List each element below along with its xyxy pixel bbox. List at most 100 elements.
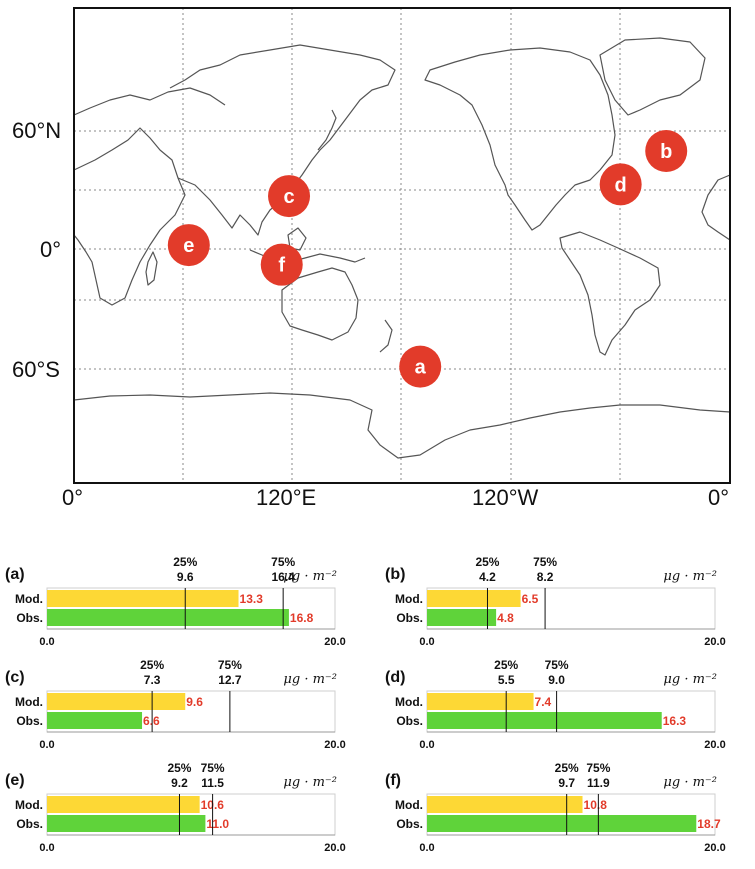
x-tick-min: 0.0 <box>419 739 434 751</box>
panel-label: (a) <box>5 566 25 583</box>
lat-label-60s: 60°S <box>12 357 60 382</box>
q25-value: 7.3 <box>144 673 161 687</box>
obs-bar <box>427 815 697 832</box>
lon-label-0-left: 0° <box>62 485 83 510</box>
japan <box>317 109 337 151</box>
panel-label: (e) <box>5 772 25 789</box>
lat-label-60n: 60°N <box>12 118 61 143</box>
europe-coast <box>73 87 226 116</box>
marker-label-d: d <box>615 174 627 196</box>
q25-title: 25% <box>167 761 191 775</box>
lat-label-0: 0° <box>40 237 61 262</box>
obs-bar <box>427 712 662 729</box>
asia-coast <box>169 44 396 236</box>
antarctica-coast <box>73 392 731 459</box>
africa-coast <box>73 127 186 306</box>
obs-row-label: Obs. <box>396 817 423 831</box>
panel-label: (f) <box>385 772 401 789</box>
marker-label-b: b <box>660 141 672 163</box>
marker-e <box>167 224 210 267</box>
q75-value: 8.2 <box>537 570 554 584</box>
x-tick-min: 0.0 <box>39 842 54 854</box>
mod-value-label: 10.8 <box>584 798 608 812</box>
x-tick-min: 0.0 <box>39 636 54 648</box>
north-america-coast <box>424 47 616 231</box>
q75-value: 12.7 <box>218 673 242 687</box>
mod-bar <box>47 590 239 607</box>
unit-label: μg · m⁻² <box>663 775 717 790</box>
south-america-coast <box>559 231 661 356</box>
obs-row-label: Obs. <box>16 817 43 831</box>
lon-label-0-right: 0° <box>708 485 729 510</box>
marker-b <box>645 130 688 172</box>
x-tick-min: 0.0 <box>39 739 54 751</box>
mod-bar <box>427 590 521 607</box>
marker-a <box>399 345 442 388</box>
mod-bar <box>47 693 186 710</box>
x-tick-max: 20.0 <box>324 636 345 648</box>
q25-value: 5.5 <box>498 673 515 687</box>
chart-b: (b) Mod. 6.5 Obs. 4.8 25%4.2 75%8.2 μg · m⁻² 0.0… <box>385 555 726 648</box>
q75-title: 75% <box>533 555 557 569</box>
q25-title: 25% <box>494 658 518 672</box>
q75-title: 75% <box>201 761 225 775</box>
lon-label-120e: 120°E <box>256 485 316 510</box>
lon-label-120w: 120°W <box>472 485 539 510</box>
marker-label-f: f <box>278 255 285 277</box>
coastlines <box>73 37 731 459</box>
madagascar <box>145 251 158 286</box>
q25-title: 25% <box>555 761 579 775</box>
panel-b: (b) Mod. 6.5 Obs. 4.8 25% 4.2 75% 8.2 μg · m⁻² 0.0… <box>385 555 726 655</box>
q25-title: 25% <box>173 555 197 569</box>
marker-f <box>260 243 303 286</box>
new-zealand <box>379 319 393 353</box>
marker-label-c: c <box>283 186 294 208</box>
mod-row-label: Mod. <box>395 695 423 709</box>
obs-bar <box>47 712 143 729</box>
australia-coast <box>281 267 359 341</box>
greenland <box>599 37 706 116</box>
q75-value: 16.4 <box>271 570 295 584</box>
map-frame <box>73 7 731 484</box>
q75-title: 75% <box>218 658 242 672</box>
mod-value-label: 9.6 <box>186 695 203 709</box>
world-map: 60°N 0° 60°S 0° 120°E 120°W 0° a b c d e f <box>12 7 731 510</box>
q25-title: 25% <box>140 658 164 672</box>
q25-title: 25% <box>475 555 499 569</box>
q25-value: 9.7 <box>558 776 575 790</box>
unit-label: μg · m⁻² <box>663 569 717 584</box>
mod-bar <box>427 693 534 710</box>
obs-value-label: 18.7 <box>697 817 721 831</box>
x-tick-max: 20.0 <box>704 739 725 751</box>
q25-value: 9.6 <box>177 570 194 584</box>
mod-row-label: Mod. <box>15 798 43 812</box>
mod-value-label: 7.4 <box>535 695 552 709</box>
mod-bar <box>47 796 200 813</box>
marker-c <box>268 175 311 218</box>
x-tick-min: 0.0 <box>419 636 434 648</box>
q75-title: 75% <box>271 555 295 569</box>
mod-bar <box>427 796 583 813</box>
obs-value-label: 11.0 <box>206 817 229 831</box>
marker-label-a: a <box>415 357 427 379</box>
africa-east-edge <box>701 174 731 241</box>
obs-value-label: 16.8 <box>290 611 314 625</box>
q25-value: 4.2 <box>479 570 496 584</box>
panel-f: (f) Mod. 10.8 Obs. 18.7 25% 9.7 75% 11.9 μg · m⁻²… <box>385 761 726 861</box>
mod-value-label: 6.5 <box>522 592 539 606</box>
q75-value: 9.0 <box>548 673 565 687</box>
obs-bar <box>47 815 206 832</box>
obs-row-label: Obs. <box>16 611 43 625</box>
obs-bar <box>427 609 497 626</box>
obs-bar <box>47 609 289 626</box>
unit-label: μg · m⁻² <box>283 672 337 687</box>
panel-label: (b) <box>385 566 405 583</box>
chart-d: (d) Mod. 7.4 Obs. 16.3 25%5.5 75%9.0 μg · m⁻² 0.… <box>385 658 726 751</box>
q75-title: 75% <box>545 658 569 672</box>
x-tick-min: 0.0 <box>419 842 434 854</box>
unit-label: μg · m⁻² <box>283 775 337 790</box>
map-markers: a b c d e f <box>167 130 688 388</box>
mod-row-label: Mod. <box>15 592 43 606</box>
obs-value-label: 16.3 <box>663 714 687 728</box>
